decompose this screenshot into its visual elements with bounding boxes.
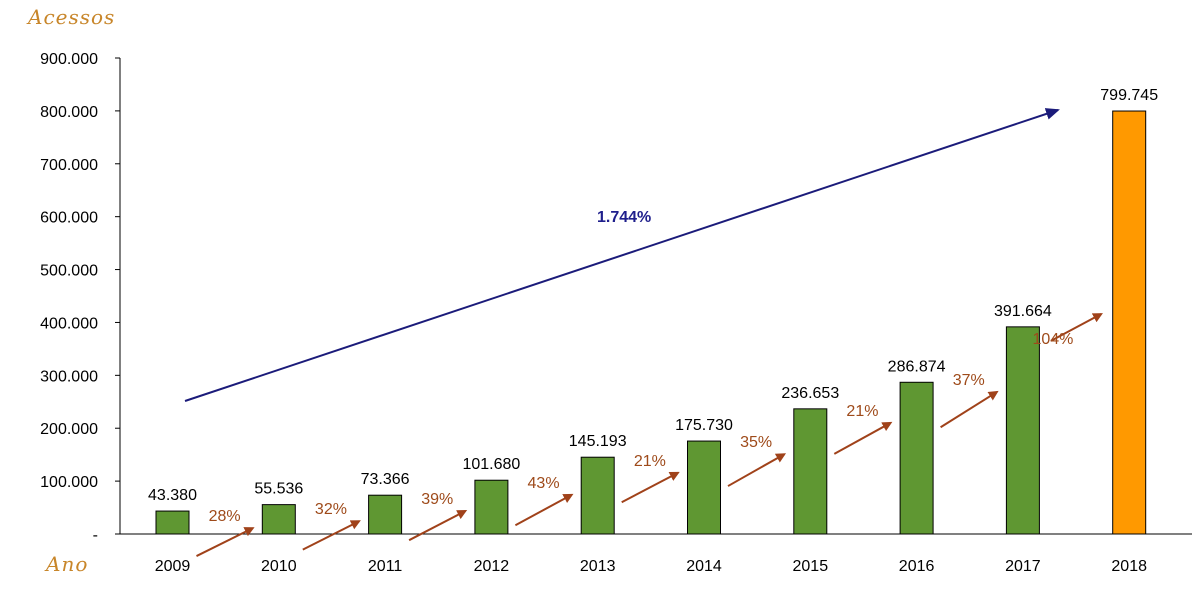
bar-2009 — [155, 510, 190, 535]
y-tick-label: 800.000 — [40, 104, 98, 121]
y-tick-label: 200.000 — [40, 421, 98, 438]
bar-2013 — [580, 456, 615, 535]
y-axis-title: Acessos — [26, 5, 115, 29]
x-tick-label: 2013 — [580, 558, 616, 575]
growth-arrow — [833, 421, 893, 455]
bar-2010 — [261, 504, 296, 535]
y-tick-label: - — [93, 527, 98, 544]
value-label: 145.193 — [569, 433, 627, 450]
growth-label: 37% — [953, 372, 985, 389]
bar-2015 — [793, 408, 828, 535]
growth-label: 21% — [634, 453, 666, 470]
bar-2016 — [899, 381, 934, 535]
bar-2012 — [474, 479, 509, 535]
y-tick-label: 500.000 — [40, 263, 98, 280]
value-label: 43.380 — [148, 487, 197, 504]
value-label: 286.874 — [888, 358, 946, 375]
y-tick-label: 100.000 — [40, 474, 98, 491]
x-tick-label: 2015 — [793, 558, 829, 575]
x-tick-label: 2012 — [474, 558, 510, 575]
growth-arrow — [514, 493, 574, 527]
x-tick-label: 2011 — [368, 558, 403, 575]
growth-arrow — [727, 453, 787, 487]
growth-label: 43% — [528, 475, 560, 492]
total-growth-arrow — [184, 108, 1060, 402]
growth-arrow — [196, 527, 255, 557]
bar-2011 — [368, 494, 403, 535]
value-label: 55.536 — [254, 481, 303, 498]
x-tick-label: 2017 — [1005, 558, 1041, 575]
value-label: 236.653 — [781, 385, 839, 402]
x-tick-label: 2018 — [1111, 558, 1147, 575]
bar-2018 — [1112, 110, 1147, 535]
x-tick-label: 2016 — [899, 558, 935, 575]
growth-label: 21% — [846, 403, 878, 420]
growth-label: 104% — [1032, 331, 1073, 348]
growth-arrow — [302, 520, 361, 551]
value-label: 799.745 — [1100, 87, 1158, 104]
value-label-group: 43.380 55.536 73.366 101.680 145.193 175.730 2… — [148, 87, 1158, 504]
y-tick-label: 700.000 — [40, 157, 98, 174]
y-tick-label: 400.000 — [40, 315, 98, 332]
y-tick-group: - 100.000 200.000 300.000 400.000 500.000 600.… — [40, 51, 120, 544]
value-label: 175.730 — [675, 417, 733, 434]
value-label: 391.664 — [994, 303, 1052, 320]
growth-label: 28% — [209, 508, 241, 525]
bar-2014 — [687, 440, 721, 535]
growth-arrow — [408, 510, 468, 542]
growth-label: 35% — [740, 434, 772, 451]
growth-arrow — [621, 471, 680, 504]
x-tick-label: 2014 — [686, 558, 722, 575]
growth-label: 39% — [421, 491, 453, 508]
x-axis-title: Ano — [44, 552, 88, 576]
x-tick-group: 2009 2010 2011 2012 2013 2014 2015 2016 2017 2018 — [155, 558, 1147, 575]
value-label: 73.366 — [361, 471, 410, 488]
x-tick-label: 2010 — [261, 558, 297, 575]
y-tick-label: 300.000 — [40, 368, 98, 385]
y-tick-label: 600.000 — [40, 210, 98, 227]
growth-label: 32% — [315, 501, 347, 518]
growth-arrow — [940, 390, 999, 429]
x-tick-label: 2009 — [155, 558, 191, 575]
growth-arrow-group: 28% 32% 39% 43% 21% 35% 21% 37% 104% — [196, 313, 1103, 557]
bar-group — [155, 110, 1147, 535]
bar-2017 — [1005, 326, 1040, 535]
growth-arrow — [1050, 313, 1103, 342]
value-label: 101.680 — [462, 456, 520, 473]
y-tick-label: 900.000 — [40, 51, 98, 68]
total-growth-label: 1.744% — [597, 209, 651, 226]
